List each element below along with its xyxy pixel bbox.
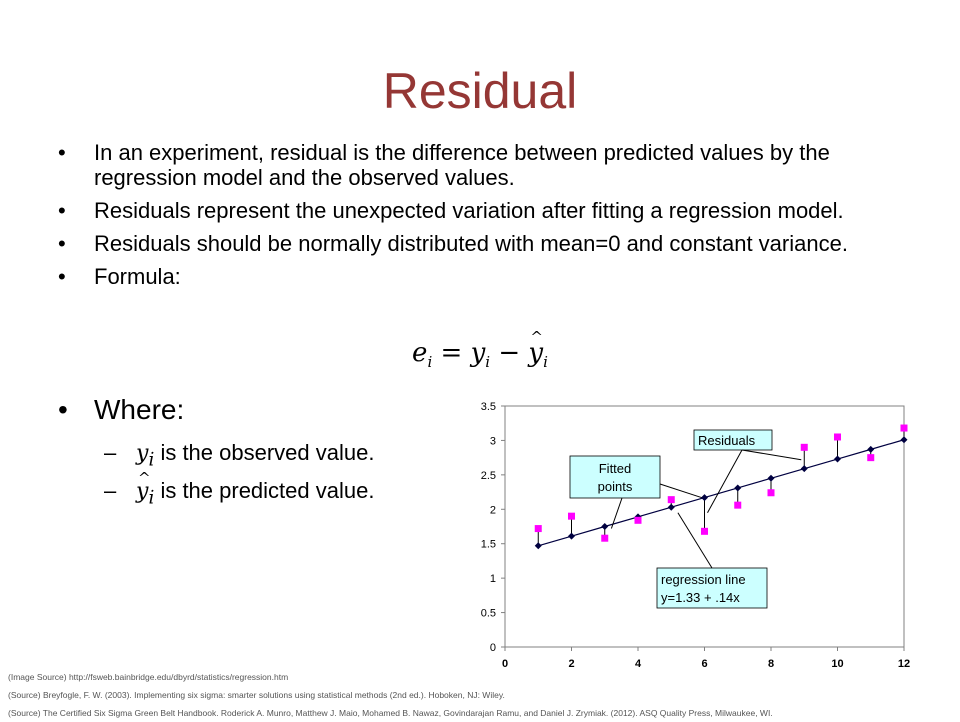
fitted-point <box>800 465 808 473</box>
formula-yhat: y <box>528 328 543 368</box>
x-tick-label: 10 <box>831 658 843 670</box>
callout-arrow <box>707 449 743 513</box>
formula-sub: i <box>485 353 491 372</box>
definition-text: is the observed value. <box>160 440 375 465</box>
var-yhat: y <box>136 469 151 504</box>
x-tick-label: 2 <box>568 658 574 670</box>
regression-callout-text: y=1.33 + .14x <box>661 590 740 605</box>
fitted-point <box>834 455 841 463</box>
y-tick-label: 0.5 <box>481 608 496 620</box>
fitted-point <box>534 542 542 550</box>
dash-marker: – <box>104 478 117 503</box>
residual-formula: ei = yi − yi <box>0 328 960 372</box>
fitted-callout <box>569 455 661 499</box>
fitted-callout-text: Fitted <box>599 461 632 476</box>
observed-point <box>734 501 742 509</box>
fitted-point <box>900 436 908 444</box>
bullet-item: Residuals represent the unexpected varia… <box>58 198 918 223</box>
dash-marker: – <box>104 440 117 465</box>
observed-point <box>767 489 775 497</box>
formula-equals: = <box>440 338 463 368</box>
formula-sub: i <box>427 353 433 372</box>
source-line: (Source) Breyfogle, F. W. (2003). Implem… <box>8 690 505 700</box>
bullet-item: In an experiment, residual is the differ… <box>58 140 918 190</box>
definition-text: is the predicted value. <box>160 478 375 503</box>
y-tick-label: 3 <box>490 435 496 447</box>
x-tick-label: 4 <box>635 658 642 670</box>
y-tick-label: 2 <box>490 504 496 516</box>
regression-callout-text: regression line <box>661 572 746 587</box>
sources: (Image Source) http://fsweb.bainbridge.e… <box>8 668 773 722</box>
observed-point <box>701 527 708 535</box>
formula-sub: i <box>543 353 548 372</box>
source-line: (Image Source) http://fsweb.bainbridge.e… <box>8 672 289 682</box>
y-tick-label: 1 <box>490 573 496 585</box>
fitted-line <box>538 439 905 547</box>
chart-ticks: 0 0.5 1 1.5 2 2.5 3 3.5 0 2 4 6 8 10 12 <box>481 401 910 670</box>
fitted-point <box>701 494 708 502</box>
slide-title: Residual <box>382 63 578 119</box>
predicted-definition: – yi is the predicted value. <box>104 469 375 509</box>
y-tick-label: 3.5 <box>481 401 496 413</box>
chart-points <box>534 424 908 550</box>
y-tick-label: 2.5 <box>481 470 496 482</box>
fitted-point <box>767 474 775 482</box>
x-tick-label: 12 <box>898 658 910 670</box>
residuals-callout <box>693 429 773 451</box>
x-tick-label: 8 <box>768 658 774 670</box>
where-heading: Where: <box>58 394 184 426</box>
fitted-point <box>867 445 875 453</box>
observed-point <box>634 516 642 524</box>
formula-e: e <box>412 338 428 368</box>
observed-point <box>867 454 875 462</box>
formula-minus: − <box>498 338 521 368</box>
regression-callout <box>656 567 768 609</box>
formula-y: y <box>470 338 486 368</box>
fitted-point <box>667 503 675 511</box>
bullet-item: Formula: <box>58 264 918 289</box>
observed-point <box>568 512 575 520</box>
chart-annotations: Residuals Fitted points regression line y=1.… <box>569 429 802 609</box>
y-tick-label: 0 <box>490 642 496 654</box>
var-y: y <box>136 441 149 466</box>
residuals-callout-text: Residuals <box>698 433 756 448</box>
observed-point <box>900 424 908 432</box>
fitted-point <box>568 532 575 540</box>
observed-point <box>834 433 841 441</box>
fitted-point <box>734 484 742 492</box>
regression-line <box>538 439 905 547</box>
bullet-item: Residuals should be normally distributed… <box>58 231 918 256</box>
observed-point <box>601 534 609 542</box>
x-tick-label: 6 <box>701 658 707 670</box>
callout-arrow <box>659 483 702 499</box>
observed-point <box>667 496 675 504</box>
regression-chart: 0 0.5 1 1.5 2 2.5 3 3.5 0 2 4 6 8 10 12 Residuals Fitte… <box>481 401 910 670</box>
fitted-point <box>601 523 609 530</box>
var-sub: i <box>148 449 155 471</box>
observed-point <box>534 525 542 533</box>
source-line: (Source) The Certified Six Sigma Green B… <box>8 708 773 718</box>
callout-arrow <box>677 512 713 569</box>
x-tick-label: 0 <box>502 658 508 670</box>
y-tick-label: 1.5 <box>481 539 496 551</box>
callout-arrow <box>741 449 802 461</box>
fitted-callout-text: points <box>598 479 633 494</box>
observed-definition: – yi is the observed value. <box>104 440 374 470</box>
bullet-list: In an experiment, residual is the differ… <box>58 140 918 297</box>
var-sub: i <box>148 487 155 509</box>
callout-arrow <box>610 497 623 529</box>
observed-point <box>800 443 808 451</box>
